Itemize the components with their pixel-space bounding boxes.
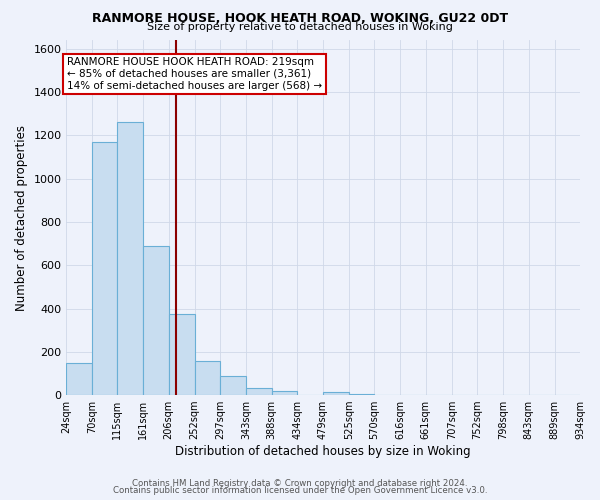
Text: RANMORE HOUSE HOOK HEATH ROAD: 219sqm
← 85% of detached houses are smaller (3,36: RANMORE HOUSE HOOK HEATH ROAD: 219sqm ← …: [67, 58, 322, 90]
Text: Size of property relative to detached houses in Woking: Size of property relative to detached ho…: [147, 22, 453, 32]
Bar: [169, 314, 194, 396]
Text: Contains public sector information licensed under the Open Government Licence v3: Contains public sector information licen…: [113, 486, 487, 495]
Bar: [349, 394, 374, 396]
X-axis label: Distribution of detached houses by size in Woking: Distribution of detached houses by size …: [175, 444, 471, 458]
Bar: [272, 391, 298, 396]
Bar: [220, 376, 246, 396]
Bar: [246, 388, 272, 396]
Text: Contains HM Land Registry data © Crown copyright and database right 2024.: Contains HM Land Registry data © Crown c…: [132, 478, 468, 488]
Y-axis label: Number of detached properties: Number of detached properties: [15, 124, 28, 310]
Bar: [117, 122, 143, 396]
Bar: [66, 363, 92, 396]
Bar: [194, 360, 220, 396]
Bar: [92, 142, 117, 396]
Text: RANMORE HOUSE, HOOK HEATH ROAD, WOKING, GU22 0DT: RANMORE HOUSE, HOOK HEATH ROAD, WOKING, …: [92, 12, 508, 24]
Bar: [323, 392, 349, 396]
Bar: [143, 246, 169, 396]
